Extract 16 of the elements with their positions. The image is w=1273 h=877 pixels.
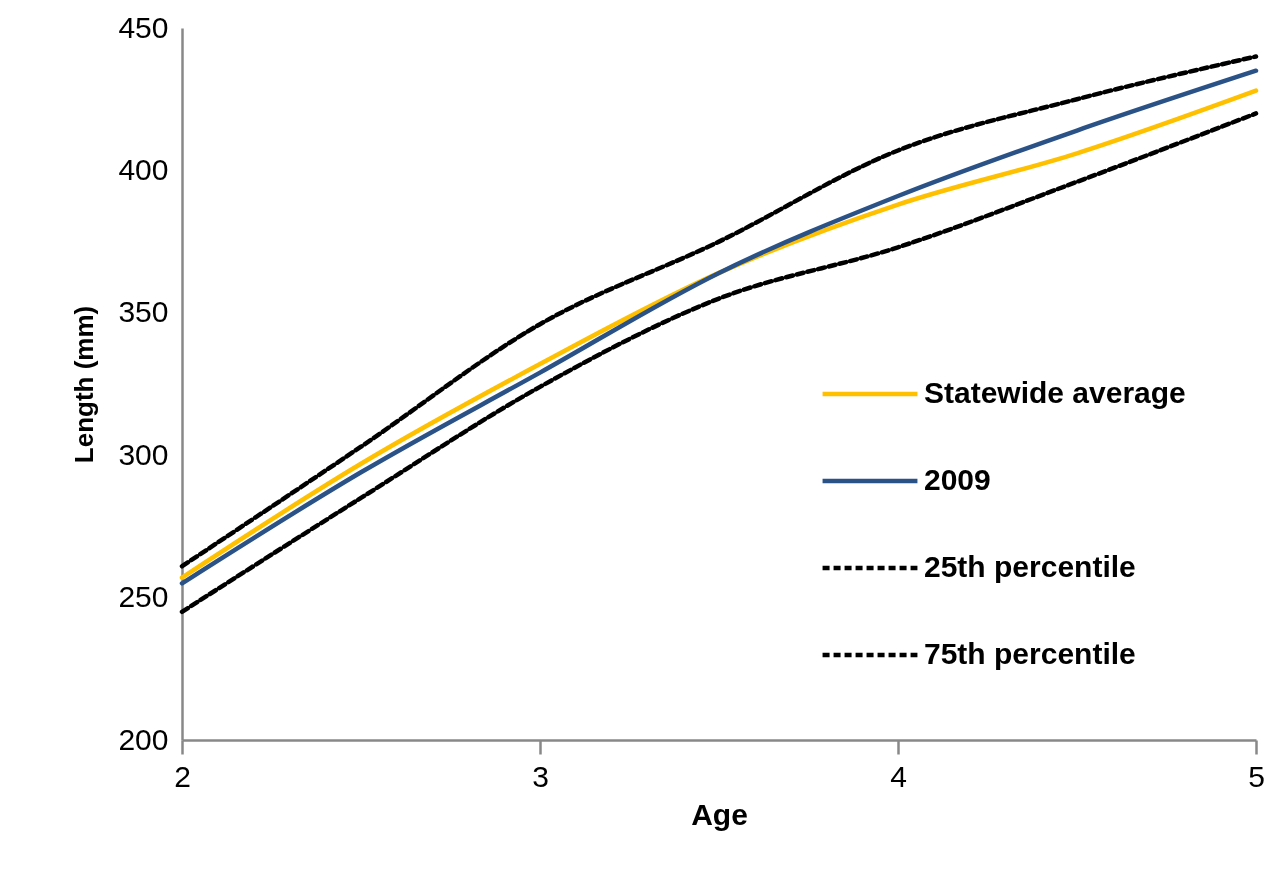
y-tick-label: 400 <box>118 152 169 186</box>
legend-label: 75th percentile <box>924 637 1136 670</box>
legend-label: Statewide average <box>924 376 1186 409</box>
legend-label: 2009 <box>924 463 991 496</box>
y-tick-label: 200 <box>118 722 169 756</box>
y-tick-label: 300 <box>118 437 169 471</box>
y-tick-label: 250 <box>118 580 169 614</box>
x-tick-label: 2 <box>174 759 191 793</box>
x-tick-label: 4 <box>890 759 907 793</box>
y-axis-title: Length (mm) <box>69 305 100 464</box>
x-tick-label: 3 <box>532 759 549 793</box>
y-tick-label: 450 <box>118 10 169 44</box>
x-axis-title: Age <box>691 797 748 831</box>
x-tick-label: 5 <box>1248 759 1265 793</box>
y-tick-label: 350 <box>118 295 169 329</box>
legend-label: 25th percentile <box>924 550 1136 583</box>
